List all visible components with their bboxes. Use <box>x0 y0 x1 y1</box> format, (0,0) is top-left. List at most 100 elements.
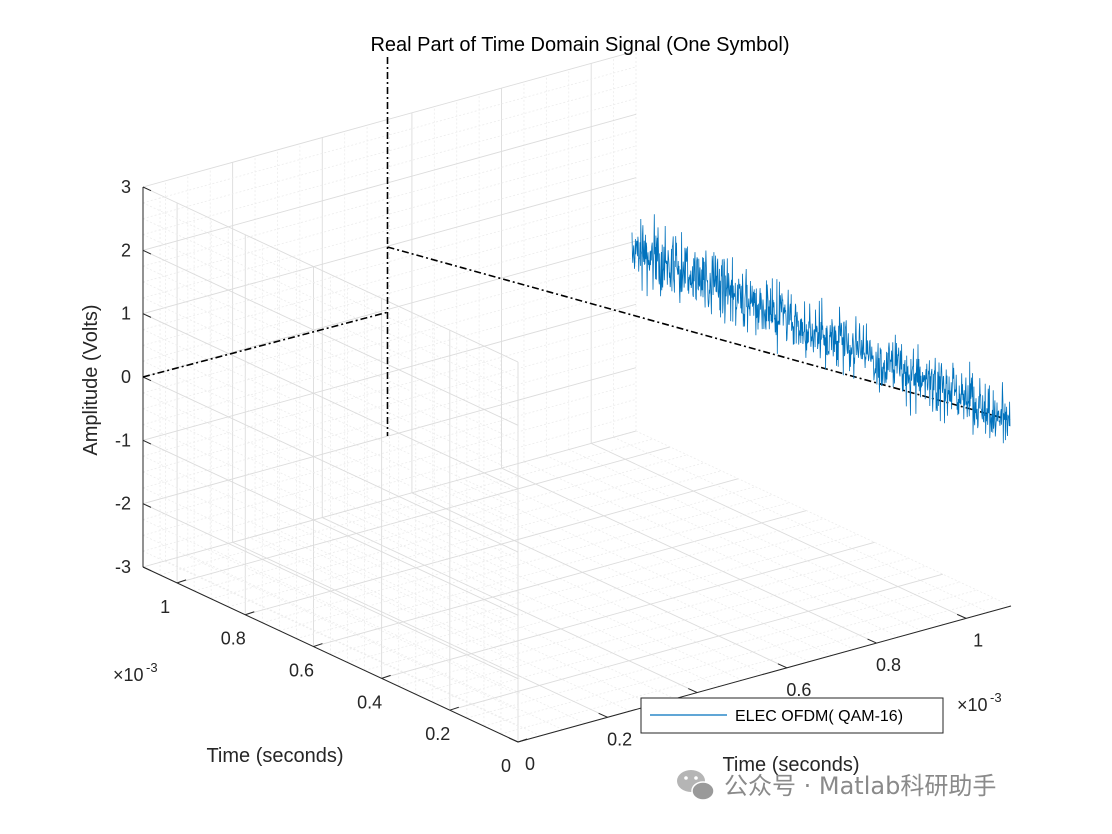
grid-line <box>483 589 978 727</box>
grid-line <box>142 145 637 283</box>
x-axis-label: Time (seconds) <box>722 754 859 776</box>
grid-line <box>478 473 855 650</box>
grid-line <box>228 470 722 608</box>
x-tick <box>956 613 967 619</box>
grid-line <box>142 430 637 568</box>
grid-line <box>466 581 960 719</box>
grid-line <box>159 438 654 576</box>
grid-line <box>176 446 671 584</box>
grid-line <box>590 442 967 619</box>
grid-line <box>142 265 519 442</box>
grid-line <box>142 281 519 458</box>
grid-line <box>142 392 519 569</box>
x-exponent-power: -3 <box>990 690 1002 705</box>
grid-line <box>347 526 841 663</box>
y-axis-label: Time (seconds) <box>206 745 343 767</box>
y-tick-label: 0.6 <box>289 661 314 681</box>
x-tick <box>777 663 788 669</box>
legend[interactable]: ELEC OFDM( QAM-16) <box>640 697 944 734</box>
x-tick-label: 0 <box>525 754 535 774</box>
x-tick <box>867 638 877 644</box>
x-tick-label: 0.8 <box>876 655 901 675</box>
z-tick <box>142 503 152 508</box>
grid-line <box>142 414 637 552</box>
y-tick <box>245 611 255 616</box>
grid-line <box>211 462 705 600</box>
grid-line <box>364 534 858 671</box>
grid-line <box>142 319 637 457</box>
series-layer <box>631 214 1011 444</box>
grid-line <box>415 557 909 695</box>
grid-line <box>142 383 637 520</box>
grid-line <box>142 297 519 474</box>
wechat-icon <box>677 770 715 801</box>
grid-line <box>142 240 637 378</box>
grid-line <box>142 303 637 441</box>
grid-line <box>262 486 756 624</box>
grid-line <box>142 186 519 363</box>
y-tick-label: 1 <box>160 597 170 617</box>
grid-line <box>142 98 637 235</box>
grid-line <box>344 511 720 687</box>
grid-line <box>187 554 563 730</box>
grid-line <box>142 313 519 490</box>
z-tick <box>142 376 152 382</box>
x-axis-line <box>517 605 1012 743</box>
grid-line <box>142 288 637 425</box>
grid-line <box>389 498 765 675</box>
reference-line-right <box>387 246 1011 421</box>
grid-line <box>381 541 875 679</box>
reference-line-left <box>142 311 389 378</box>
x-tick <box>508 737 519 743</box>
grid-line <box>613 436 989 613</box>
grid-line <box>456 480 832 656</box>
grid-line <box>142 66 637 204</box>
grid-line <box>366 504 743 681</box>
grid-line <box>142 202 519 379</box>
grid-line <box>194 454 688 592</box>
x-exponent-label: ×10 -3 <box>957 690 1002 715</box>
grid-line <box>142 234 519 410</box>
y-exponent-label: ×10 -3 <box>113 660 158 685</box>
grid-line <box>142 50 637 188</box>
y-tick-label: 0.2 <box>425 724 450 744</box>
watermark: 公众号 · Matlab科研助手 <box>677 770 996 801</box>
grid-line <box>142 550 519 727</box>
y-exponent-base: ×10 <box>113 665 144 685</box>
grid-line <box>142 519 519 695</box>
chart-title: Real Part of Time Domain Signal (One Sym… <box>370 34 789 56</box>
grid-line <box>142 367 637 505</box>
grid-line <box>142 376 519 553</box>
z-tick <box>142 186 152 192</box>
grid-line <box>142 424 519 600</box>
grid-line <box>142 344 519 521</box>
grid-line <box>411 492 788 669</box>
y-axis-line <box>142 566 519 743</box>
grid-line <box>449 573 943 711</box>
watermark-text: 公众号 · Matlab科研助手 <box>724 772 996 800</box>
grid-line <box>432 565 926 703</box>
y-tick-label: 0.8 <box>221 629 246 649</box>
x-tick <box>598 712 608 718</box>
grid-line <box>500 597 995 735</box>
grid-line <box>142 439 519 616</box>
grid-line <box>142 224 637 362</box>
grid-line <box>635 430 1012 607</box>
z-axis-label: Amplitude (Volts) <box>80 304 102 455</box>
grid-line <box>142 161 637 299</box>
grid-line <box>142 218 519 395</box>
series-line-elec-ofdm <box>631 214 1011 444</box>
x-exponent-base: ×10 <box>957 695 988 715</box>
y-tick-label: 0 <box>501 756 511 776</box>
grid-line <box>142 534 519 711</box>
z-tick <box>142 249 152 255</box>
grid-line <box>142 82 637 220</box>
grid-line <box>523 461 900 638</box>
grid-line <box>279 494 773 632</box>
z-tick-label: 3 <box>121 177 131 197</box>
y-tick <box>517 738 528 743</box>
grid-line <box>546 455 922 632</box>
grid-line <box>254 535 631 712</box>
grid-line <box>142 471 519 648</box>
